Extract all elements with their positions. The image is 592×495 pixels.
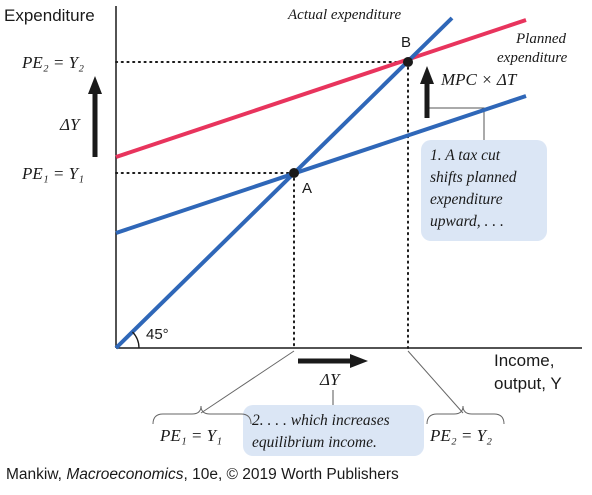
y-label-pe2: PE₂ = Y₂ <box>21 53 84 72</box>
x-axis-title-line2: output, Y <box>494 374 562 393</box>
callout-1-line-2: shifts planned <box>430 169 517 186</box>
brace-y2 <box>426 405 505 425</box>
delta-y-horizontal-label: ΔY <box>319 370 341 389</box>
x-axis-title-line1: Income, <box>494 351 554 370</box>
credit-rest: , 10e, © 2019 Worth Publishers <box>183 466 399 483</box>
delta-y-horizontal-arrow <box>298 354 368 368</box>
callout-tax-cut-box <box>421 140 547 241</box>
credit-book-title: Macroeconomics <box>66 466 184 483</box>
source-credit: Mankiw, Macroeconomics, 10e, © 2019 Wort… <box>6 466 399 484</box>
brace-1-connector <box>200 350 295 414</box>
point-a-label: A <box>302 180 312 197</box>
point-b-label: B <box>401 34 411 51</box>
credit-author: Mankiw, <box>6 466 67 483</box>
callout-1-line-1: 1. A tax cut <box>430 147 501 164</box>
delta-y-vertical-arrow <box>88 76 102 157</box>
brace-y1 <box>152 405 252 425</box>
callout-2-line-2: equilibrium income. <box>252 434 377 451</box>
callout-1-line-4: upward, . . . <box>430 213 504 230</box>
planned-expenditure-line-original <box>115 94 527 235</box>
angle-45-label: 45° <box>146 326 169 343</box>
actual-expenditure-line <box>114 16 454 350</box>
planned-expenditure-line-new <box>115 18 527 159</box>
y-axis-title: Expenditure <box>4 6 95 25</box>
y-label-pe1: PE₁ = Y₁ <box>21 164 84 183</box>
mpc-delta-t-arrow <box>420 66 434 118</box>
actual-expenditure-label: Actual expenditure <box>287 7 401 23</box>
callout-income-box <box>243 405 424 456</box>
callout-2-line-1: 2. . . . which increases <box>252 412 390 429</box>
angle-45-arc <box>132 331 140 349</box>
callout-tax-cut-text: 1. A tax cut shifts planned expenditure … <box>430 147 517 230</box>
mpc-delta-t-label: MPC × ΔT <box>440 70 518 89</box>
planned-expenditure-label-line2: expenditure <box>497 50 568 66</box>
point-a-marker <box>289 168 299 178</box>
point-b-marker <box>403 57 413 67</box>
callout-1-line-3: expenditure <box>430 191 503 208</box>
x-label-pe2: PE₂ = Y₂ <box>429 426 492 445</box>
x-label-pe1: PE₁ = Y₁ <box>159 426 222 445</box>
planned-expenditure-label-line1: Planned <box>515 31 566 47</box>
delta-y-vertical-label: ΔY <box>59 115 81 134</box>
brace-2-connector <box>407 350 464 414</box>
